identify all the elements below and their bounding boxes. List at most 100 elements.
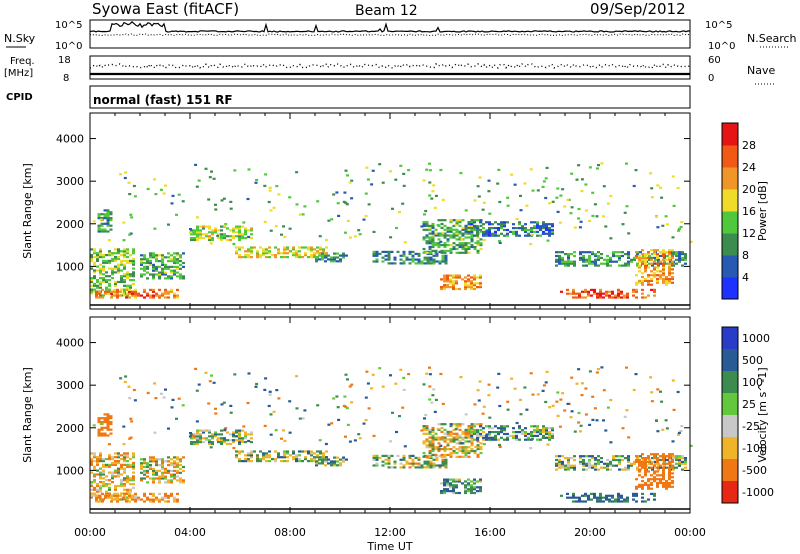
echo-cell [126, 275, 129, 278]
echo-cell [650, 258, 653, 261]
echo-cell [638, 468, 641, 471]
colorbar-tick-label: -1000 [742, 486, 774, 499]
echo-cell [212, 381, 216, 384]
echo-cell [190, 442, 193, 446]
echo-cell [325, 252, 328, 255]
echo-cell [149, 498, 152, 501]
echo-cell [633, 258, 636, 261]
echo-cell [446, 430, 450, 433]
echo-cell [105, 286, 108, 289]
echo-cell [452, 484, 455, 487]
echo-cell [587, 498, 590, 501]
echo-cell [665, 283, 668, 286]
echo-cell [464, 282, 467, 285]
echo-cell [470, 223, 473, 226]
echo-cell [594, 458, 597, 462]
echo-cell [123, 256, 126, 259]
echo-cell [310, 250, 313, 253]
echo-cell [333, 258, 336, 261]
echo-cell [153, 431, 157, 434]
echo-cell [107, 494, 110, 497]
echo-cell [479, 276, 482, 279]
echo-cell [268, 186, 272, 189]
echo-cell [599, 492, 602, 495]
x-tick-label: 20:00 [574, 526, 606, 539]
echo-cell [630, 260, 633, 263]
echo-cell [518, 427, 521, 430]
echo-cell [473, 287, 476, 291]
echo-cell [97, 213, 101, 216]
echo-cell [579, 256, 582, 259]
echo-cell [653, 249, 656, 252]
echo-cell [93, 250, 96, 253]
echo-cell [292, 458, 295, 461]
echo-cell [651, 253, 654, 256]
echo-cell [238, 248, 241, 251]
echo-cell [375, 250, 379, 253]
echo-cell [164, 492, 167, 495]
echo-cell [109, 432, 113, 435]
echo-cell [238, 435, 241, 438]
echo-cell [422, 432, 426, 435]
echo-cell [521, 431, 524, 434]
echo-cell [124, 375, 128, 378]
echo-cell [176, 465, 179, 469]
echo-cell [653, 492, 656, 495]
echo-cell [654, 262, 657, 265]
echo-cell [214, 412, 218, 415]
echo-cell [556, 391, 560, 394]
echo-cell [316, 454, 319, 457]
echo-cell [238, 229, 241, 232]
echo-cell [440, 482, 443, 485]
echo-cell [117, 471, 120, 474]
echo-cell [199, 433, 202, 436]
echo-cell [441, 402, 445, 405]
echo-cell [449, 234, 453, 237]
echo-cell [123, 460, 126, 463]
echo-cell [428, 162, 431, 165]
echo-cell [108, 267, 111, 270]
echo-cell [223, 233, 226, 236]
echo-cell [684, 258, 687, 261]
echo-cell [214, 208, 218, 211]
echo-cell [428, 432, 432, 435]
echo-cell [389, 170, 392, 173]
echo-cell [608, 294, 611, 297]
echo-cell [506, 232, 509, 235]
echo-cell [217, 237, 220, 240]
echo-cell [263, 220, 267, 223]
echo-cell [158, 475, 161, 478]
echo-cell [117, 475, 120, 478]
echo-cell [443, 244, 447, 247]
echo-cell [170, 475, 173, 478]
echo-cell [196, 238, 199, 242]
echo-cell [644, 462, 647, 465]
echo-cell [470, 431, 473, 434]
echo-cell [479, 284, 482, 287]
echo-cell [179, 273, 182, 276]
echo-cell [476, 228, 479, 232]
echo-cell [155, 462, 158, 465]
echo-cell [295, 456, 298, 459]
echo-cell [615, 251, 618, 254]
echo-cell [464, 491, 467, 495]
echo-cell [204, 167, 208, 170]
echo-cell [170, 277, 173, 280]
echo-cell [452, 274, 455, 277]
echo-cell [111, 473, 114, 476]
echo-cell [113, 498, 116, 501]
echo-cell [458, 440, 462, 443]
echo-cell [158, 498, 161, 501]
echo-cell [681, 457, 684, 460]
echo-cell [244, 256, 247, 259]
echo-cell [146, 277, 149, 280]
echo-cell [123, 488, 126, 491]
echo-cell [488, 432, 491, 436]
echo-cell [238, 439, 241, 442]
echo-cell [653, 260, 656, 263]
echo-cell [263, 424, 267, 427]
echo-cell [573, 466, 576, 469]
echo-cell [452, 428, 456, 431]
echo-cell [560, 290, 563, 293]
echo-cell [182, 465, 185, 469]
